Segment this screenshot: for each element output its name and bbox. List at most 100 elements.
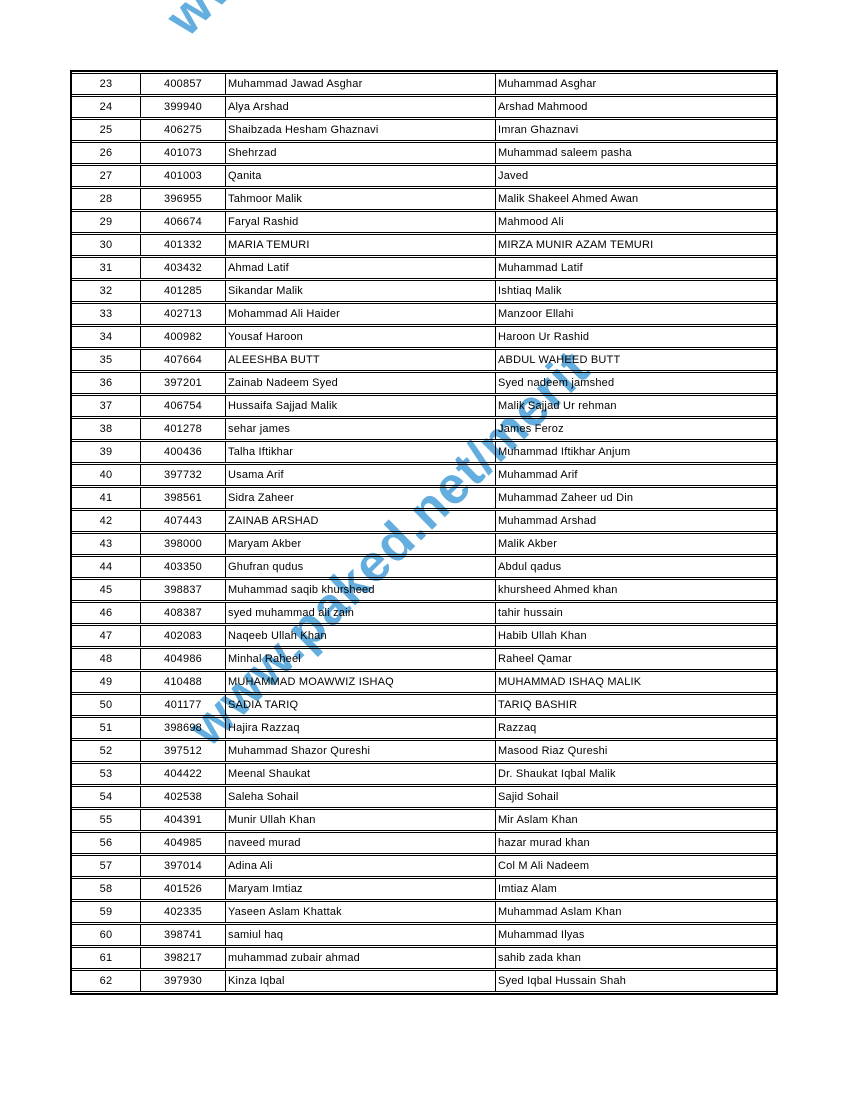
father-name-cell: Raheel Qamar	[495, 648, 776, 670]
table-row: 23 400857 Muhammad Jawad Asghar Muhammad…	[72, 73, 776, 95]
student-name-cell: Ahmad Latif	[225, 257, 495, 279]
father-name-cell: TARIQ BASHIR	[495, 694, 776, 716]
table-row: 26 401073 Shehrzad Muhammad saleem pasha	[72, 142, 776, 164]
father-name-cell: ABDUL WAHEED BUTT	[495, 349, 776, 371]
registration-number-cell: 397732	[140, 464, 225, 486]
serial-number-cell: 56	[72, 832, 140, 854]
father-name-cell: Haroon Ur Rashid	[495, 326, 776, 348]
father-name-cell: MUHAMMAD ISHAQ MALIK	[495, 671, 776, 693]
serial-number-cell: 47	[72, 625, 140, 647]
father-name-cell: Muhammad Aslam Khan	[495, 901, 776, 923]
father-name-cell: Malik Shakeel Ahmed Awan	[495, 188, 776, 210]
father-name-cell: Muhammad saleem pasha	[495, 142, 776, 164]
father-name-cell: Dr. Shaukat Iqbal Malik	[495, 763, 776, 785]
serial-number-cell: 37	[72, 395, 140, 417]
student-name-cell: Adina Ali	[225, 855, 495, 877]
table-row: 40 397732 Usama Arif Muhammad Arif	[72, 464, 776, 486]
father-name-cell: Col M Ali Nadeem	[495, 855, 776, 877]
registration-number-cell: 398561	[140, 487, 225, 509]
serial-number-cell: 61	[72, 947, 140, 969]
student-name-cell: Faryal Rashid	[225, 211, 495, 233]
table-row: 62 397930 Kinza Iqbal Syed Iqbal Hussain…	[72, 970, 776, 992]
table-row: 32 401285 Sikandar Malik Ishtiaq Malik	[72, 280, 776, 302]
serial-number-cell: 32	[72, 280, 140, 302]
registration-number-cell: 398000	[140, 533, 225, 555]
student-name-cell: Zainab Nadeem Syed	[225, 372, 495, 394]
serial-number-cell: 36	[72, 372, 140, 394]
serial-number-cell: 54	[72, 786, 140, 808]
registration-number-cell: 398741	[140, 924, 225, 946]
serial-number-cell: 50	[72, 694, 140, 716]
registration-number-cell: 401332	[140, 234, 225, 256]
registration-number-cell: 401526	[140, 878, 225, 900]
registration-number-cell: 403432	[140, 257, 225, 279]
student-name-cell: Tahmoor Malik	[225, 188, 495, 210]
father-name-cell: Manzoor Ellahi	[495, 303, 776, 325]
serial-number-cell: 25	[72, 119, 140, 141]
serial-number-cell: 51	[72, 717, 140, 739]
student-name-cell: Shaibzada Hesham Ghaznavi	[225, 119, 495, 141]
student-name-cell: Usama Arif	[225, 464, 495, 486]
table-row: 44 403350 Ghufran qudus Abdul qadus	[72, 556, 776, 578]
registration-number-cell: 402713	[140, 303, 225, 325]
table-row: 33 402713 Mohammad Ali Haider Manzoor El…	[72, 303, 776, 325]
table-row: 27 401003 Qanita Javed	[72, 165, 776, 187]
serial-number-cell: 39	[72, 441, 140, 463]
serial-number-cell: 24	[72, 96, 140, 118]
student-name-cell: Muhammad Jawad Asghar	[225, 73, 495, 95]
table-row: 48 404986 Minhal Raheel Raheel Qamar	[72, 648, 776, 670]
father-name-cell: Muhammad Latif	[495, 257, 776, 279]
registration-number-cell: 398217	[140, 947, 225, 969]
student-name-cell: naveed murad	[225, 832, 495, 854]
father-name-cell: Muhammad Arshad	[495, 510, 776, 532]
student-name-cell: Ghufran qudus	[225, 556, 495, 578]
serial-number-cell: 30	[72, 234, 140, 256]
father-name-cell: Malik Sajjad Ur rehman	[495, 395, 776, 417]
serial-number-cell: 48	[72, 648, 140, 670]
registration-number-cell: 404391	[140, 809, 225, 831]
student-name-cell: Maryam Akber	[225, 533, 495, 555]
registration-number-cell: 402538	[140, 786, 225, 808]
serial-number-cell: 49	[72, 671, 140, 693]
serial-number-cell: 42	[72, 510, 140, 532]
table-row: 50 401177 SADIA TARIQ TARIQ BASHIR	[72, 694, 776, 716]
table-row: 30 401332 MARIA TEMURI MIRZA MUNIR AZAM …	[72, 234, 776, 256]
father-name-cell: Mir Aslam Khan	[495, 809, 776, 831]
serial-number-cell: 60	[72, 924, 140, 946]
registration-number-cell: 406754	[140, 395, 225, 417]
student-name-cell: Qanita	[225, 165, 495, 187]
father-name-cell: Muhammad Asghar	[495, 73, 776, 95]
serial-number-cell: 62	[72, 970, 140, 992]
serial-number-cell: 40	[72, 464, 140, 486]
registration-number-cell: 406275	[140, 119, 225, 141]
registration-number-cell: 398698	[140, 717, 225, 739]
student-name-cell: Minhal Raheel	[225, 648, 495, 670]
student-name-cell: Meenal Shaukat	[225, 763, 495, 785]
serial-number-cell: 58	[72, 878, 140, 900]
student-name-cell: Hussaifa Sajjad Malik	[225, 395, 495, 417]
student-name-cell: Saleha Sohail	[225, 786, 495, 808]
serial-number-cell: 29	[72, 211, 140, 233]
student-name-cell: sehar james	[225, 418, 495, 440]
father-name-cell: James Feroz	[495, 418, 776, 440]
serial-number-cell: 46	[72, 602, 140, 624]
father-name-cell: Mahmood Ali	[495, 211, 776, 233]
father-name-cell: Syed Iqbal Hussain Shah	[495, 970, 776, 992]
father-name-cell: Habib Ullah Khan	[495, 625, 776, 647]
student-name-cell: SADIA TARIQ	[225, 694, 495, 716]
table-row: 54 402538 Saleha Sohail Sajid Sohail	[72, 786, 776, 808]
serial-number-cell: 44	[72, 556, 140, 578]
registration-number-cell: 401177	[140, 694, 225, 716]
registration-number-cell: 407664	[140, 349, 225, 371]
registration-number-cell: 397201	[140, 372, 225, 394]
student-name-cell: Sikandar Malik	[225, 280, 495, 302]
merit-list-table: 23 400857 Muhammad Jawad Asghar Muhammad…	[70, 70, 778, 995]
registration-number-cell: 397014	[140, 855, 225, 877]
registration-number-cell: 401073	[140, 142, 225, 164]
table-row: 34 400982 Yousaf Haroon Haroon Ur Rashid	[72, 326, 776, 348]
serial-number-cell: 38	[72, 418, 140, 440]
father-name-cell: Javed	[495, 165, 776, 187]
registration-number-cell: 397930	[140, 970, 225, 992]
serial-number-cell: 52	[72, 740, 140, 762]
